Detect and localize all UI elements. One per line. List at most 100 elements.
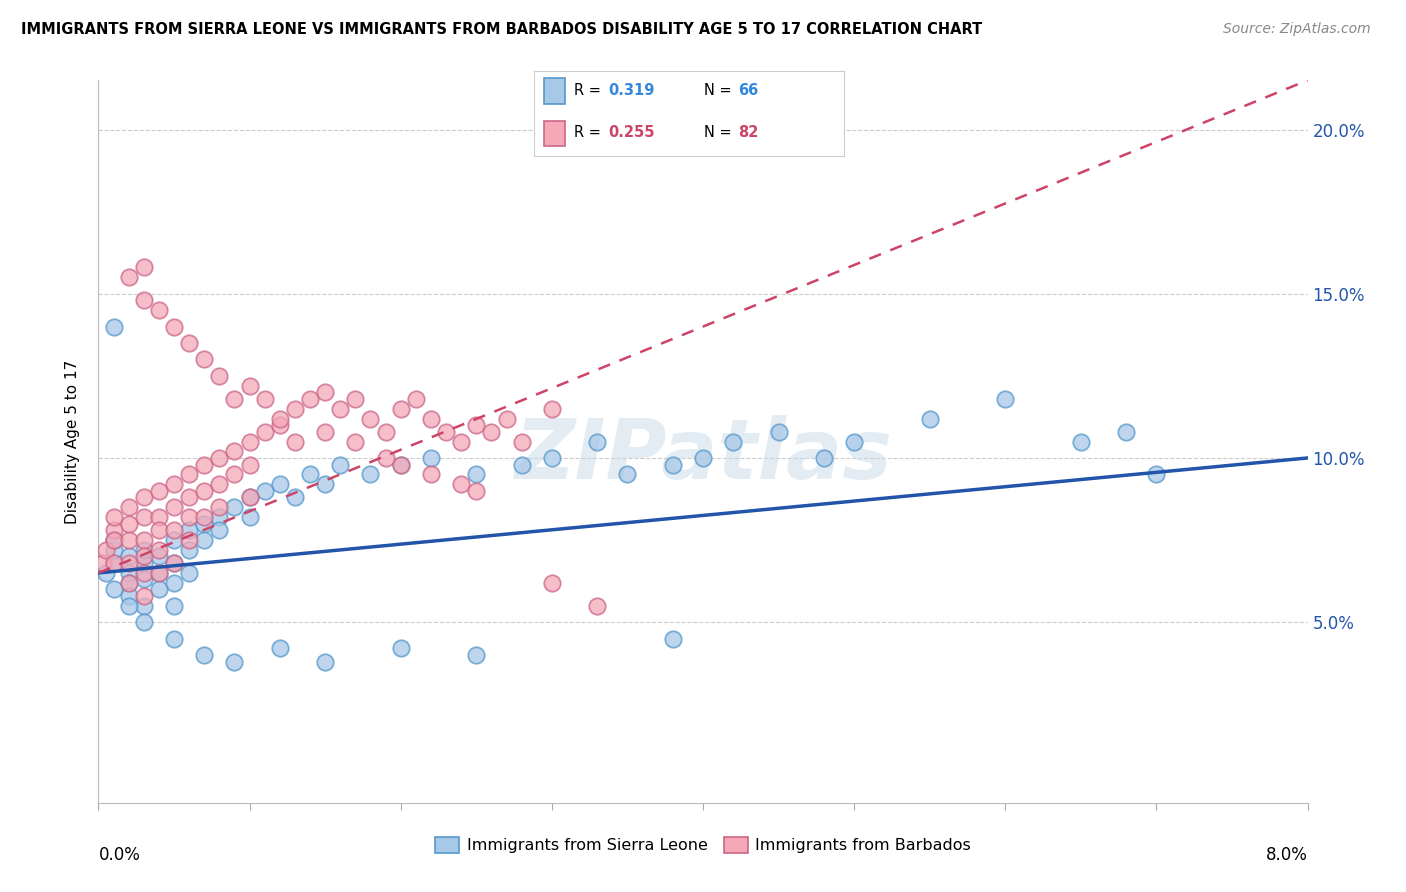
- Point: [284, 434, 307, 449]
- Point: [918, 411, 941, 425]
- Point: [148, 542, 170, 557]
- Point: [179, 510, 201, 524]
- Point: [510, 434, 533, 449]
- Point: [208, 523, 231, 537]
- Point: [118, 599, 141, 613]
- Text: N =: N =: [704, 83, 737, 98]
- Point: [163, 575, 186, 590]
- Point: [148, 549, 170, 564]
- Point: [239, 458, 262, 472]
- Point: [118, 533, 141, 547]
- Point: [148, 566, 170, 580]
- Point: [253, 392, 276, 406]
- Point: [616, 467, 638, 482]
- Point: [132, 533, 155, 547]
- Point: [299, 467, 322, 482]
- Point: [103, 542, 125, 557]
- Point: [269, 477, 291, 491]
- Point: [389, 458, 412, 472]
- Point: [118, 575, 141, 590]
- Point: [118, 566, 141, 580]
- Point: [420, 450, 443, 465]
- Point: [132, 542, 155, 557]
- Point: [132, 573, 155, 587]
- Text: R =: R =: [575, 125, 606, 140]
- Point: [465, 483, 488, 498]
- Point: [314, 655, 336, 669]
- Point: [389, 641, 412, 656]
- Point: [148, 483, 170, 498]
- Point: [208, 368, 231, 383]
- Point: [103, 533, 125, 547]
- Point: [118, 589, 141, 603]
- Point: [224, 500, 246, 515]
- Point: [450, 434, 472, 449]
- Bar: [544, 78, 565, 103]
- Point: [284, 491, 307, 505]
- Point: [179, 566, 201, 580]
- Text: 0.0%: 0.0%: [98, 847, 141, 864]
- Point: [179, 491, 201, 505]
- Text: 8.0%: 8.0%: [1265, 847, 1308, 864]
- Point: [163, 477, 186, 491]
- Point: [94, 542, 117, 557]
- Point: [118, 556, 141, 570]
- Text: IMMIGRANTS FROM SIERRA LEONE VS IMMIGRANTS FROM BARBADOS DISABILITY AGE 5 TO 17 : IMMIGRANTS FROM SIERRA LEONE VS IMMIGRAN…: [21, 22, 983, 37]
- Point: [586, 599, 609, 613]
- Bar: [544, 120, 565, 146]
- Point: [540, 401, 562, 416]
- Text: 0.319: 0.319: [609, 83, 655, 98]
- Point: [103, 523, 125, 537]
- Point: [661, 458, 683, 472]
- Point: [314, 425, 336, 439]
- Point: [132, 615, 155, 630]
- Point: [118, 575, 141, 590]
- Point: [661, 632, 683, 646]
- Point: [208, 450, 231, 465]
- Text: Source: ZipAtlas.com: Source: ZipAtlas.com: [1223, 22, 1371, 37]
- Text: 0.255: 0.255: [609, 125, 655, 140]
- Point: [163, 632, 186, 646]
- Point: [91, 556, 114, 570]
- Point: [118, 516, 141, 531]
- Point: [844, 434, 866, 449]
- Point: [179, 336, 201, 351]
- Point: [103, 319, 125, 334]
- Point: [329, 458, 352, 472]
- Point: [179, 542, 201, 557]
- Point: [163, 523, 186, 537]
- Point: [94, 566, 117, 580]
- Point: [132, 491, 155, 505]
- Point: [450, 477, 472, 491]
- Point: [132, 510, 155, 524]
- Point: [224, 655, 246, 669]
- Point: [269, 641, 291, 656]
- Point: [1115, 425, 1137, 439]
- Point: [148, 303, 170, 318]
- Point: [239, 378, 262, 392]
- Point: [132, 589, 155, 603]
- Text: 66: 66: [738, 83, 759, 98]
- Point: [374, 425, 396, 439]
- Point: [586, 434, 609, 449]
- Point: [239, 510, 262, 524]
- Point: [179, 467, 201, 482]
- Point: [208, 477, 231, 491]
- Point: [314, 477, 336, 491]
- Point: [132, 549, 155, 564]
- Point: [103, 582, 125, 597]
- Point: [132, 566, 155, 580]
- Point: [1146, 467, 1168, 482]
- Point: [163, 556, 186, 570]
- Point: [103, 510, 125, 524]
- Point: [132, 293, 155, 308]
- Point: [465, 418, 488, 433]
- Point: [481, 425, 503, 439]
- Point: [299, 392, 322, 406]
- Point: [208, 510, 231, 524]
- Point: [360, 411, 382, 425]
- Point: [344, 434, 367, 449]
- Point: [692, 450, 714, 465]
- Point: [224, 444, 246, 458]
- Point: [360, 467, 382, 482]
